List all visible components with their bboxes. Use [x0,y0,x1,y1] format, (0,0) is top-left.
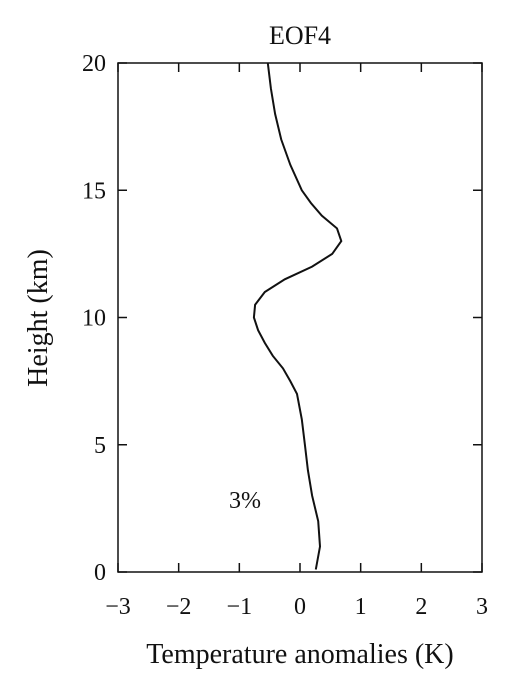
y-axis-label: Height (km) [23,249,54,387]
line [252,62,343,570]
x-axis-label: Temperature anomalies (K) [146,639,453,670]
x-tick-label: 0 [294,594,306,620]
x-tick-label: 3 [476,594,488,620]
chart-title: EOF4 [269,21,331,50]
annotation: 3% [229,488,261,514]
y-tick-label: 0 [94,560,106,586]
x-tick-label: 1 [355,594,367,620]
y-tick-label: 10 [82,306,106,332]
x-tick-label: −2 [166,594,192,620]
y-tick-label: 15 [82,178,106,204]
y-tick-label: 5 [94,433,106,459]
plot-frame [117,62,483,573]
x-tick-label: 2 [415,594,427,620]
y-tick-label: 20 [82,51,106,77]
x-tick-label: −3 [105,594,131,620]
x-tick-label: −1 [227,594,253,620]
